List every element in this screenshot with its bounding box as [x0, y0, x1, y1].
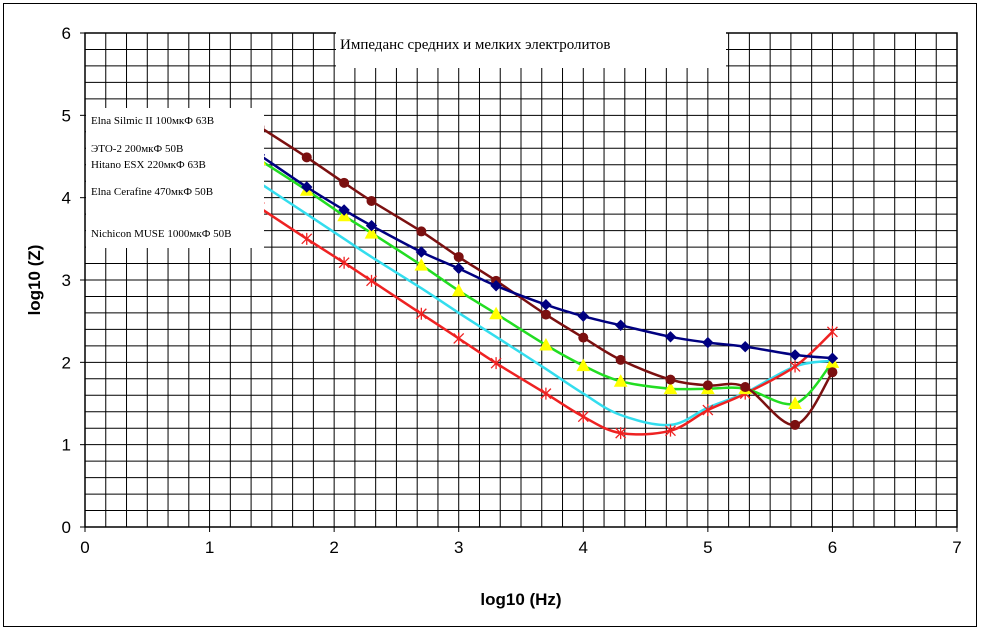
data-point [301, 232, 313, 245]
title-background [336, 32, 726, 68]
data-point [338, 204, 350, 216]
y-axis-title: log10 (Z) [25, 245, 44, 316]
legend-item-label: ЭТО-2 200мкФ 50В [91, 143, 183, 155]
y-tick-label: 6 [62, 24, 71, 43]
series-1 [253, 149, 839, 364]
x-axis-title: log10 (Hz) [480, 590, 561, 609]
data-point [366, 195, 377, 206]
data-point [339, 177, 350, 188]
x-tick-label: 3 [454, 538, 463, 557]
series-layer [252, 121, 840, 440]
data-point [702, 380, 713, 391]
data-point [414, 258, 429, 271]
data-point [540, 387, 552, 400]
data-point [490, 357, 502, 370]
data-point [665, 374, 676, 385]
data-point [490, 280, 502, 292]
x-tick-label: 0 [80, 538, 89, 557]
grid-lines [85, 33, 957, 527]
y-tick-label: 4 [62, 189, 71, 208]
x-tick-label: 2 [329, 538, 338, 557]
data-point [415, 246, 428, 258]
data-point [540, 309, 551, 320]
x-tick-label: 5 [703, 538, 712, 557]
data-point [453, 332, 465, 345]
data-point [301, 152, 312, 163]
legend: Elna Silmic II 100мкФ 63В ЭТО-2 200мкФ 50… [91, 115, 231, 240]
data-point [615, 427, 627, 440]
y-tick-label: 1 [62, 436, 71, 455]
data-point [453, 262, 465, 275]
chart-title: Импеданс средних и мелких электролитов [340, 37, 610, 53]
data-point [577, 310, 589, 322]
legend-item-label: Nichicon MUSE 1000мкФ 50В [91, 228, 231, 240]
x-tick-label: 7 [952, 538, 961, 557]
data-point [826, 325, 838, 338]
data-point [615, 354, 626, 365]
data-point [364, 226, 379, 239]
data-point [789, 349, 801, 361]
data-point [416, 226, 427, 237]
data-point [702, 404, 714, 417]
data-point [664, 331, 677, 343]
y-tick-label: 2 [62, 353, 71, 372]
data-point [489, 306, 503, 320]
legend-box [86, 108, 264, 248]
data-point [789, 360, 801, 373]
y-tick-label: 0 [62, 518, 71, 537]
data-point [366, 274, 377, 287]
data-point [577, 410, 589, 423]
data-point [539, 337, 553, 351]
y-tick-label: 3 [62, 271, 71, 290]
y-tick-labels: 0 1 2 3 4 5 6 [62, 24, 85, 537]
data-point [788, 396, 802, 409]
data-point [451, 283, 466, 297]
data-point [739, 340, 751, 353]
series-line [258, 125, 834, 427]
series-5 [253, 201, 838, 440]
series-2 [254, 121, 838, 430]
x-tick-label: 6 [828, 538, 837, 557]
chart-frame [3, 3, 977, 627]
data-point [790, 419, 801, 430]
legend-item-label: Hitano ESX 220мкФ 63В [91, 159, 206, 171]
x-tick-label: 4 [579, 538, 588, 557]
data-point [365, 219, 378, 232]
data-point [301, 181, 313, 193]
data-point [338, 256, 350, 269]
legend-item-label: Elna Cerafine 470мкФ 50В [91, 186, 213, 198]
data-point [540, 298, 552, 311]
x-tick-label: 1 [205, 538, 214, 557]
data-point [663, 381, 678, 395]
data-point [740, 382, 751, 393]
data-point [613, 374, 628, 387]
data-point [614, 319, 627, 331]
data-point [826, 352, 839, 364]
x-tick-labels: 0 1 2 3 4 5 6 7 [80, 527, 962, 557]
data-point [453, 251, 464, 262]
y-tick-label: 5 [62, 106, 71, 125]
data-point [415, 307, 427, 320]
data-point [827, 367, 838, 378]
legend-item-label: Elna Silmic II 100мкФ 63В [91, 115, 214, 127]
data-point [576, 358, 591, 372]
series-line [258, 206, 834, 436]
data-point [665, 424, 676, 437]
data-point [578, 332, 589, 343]
data-point [702, 336, 714, 349]
